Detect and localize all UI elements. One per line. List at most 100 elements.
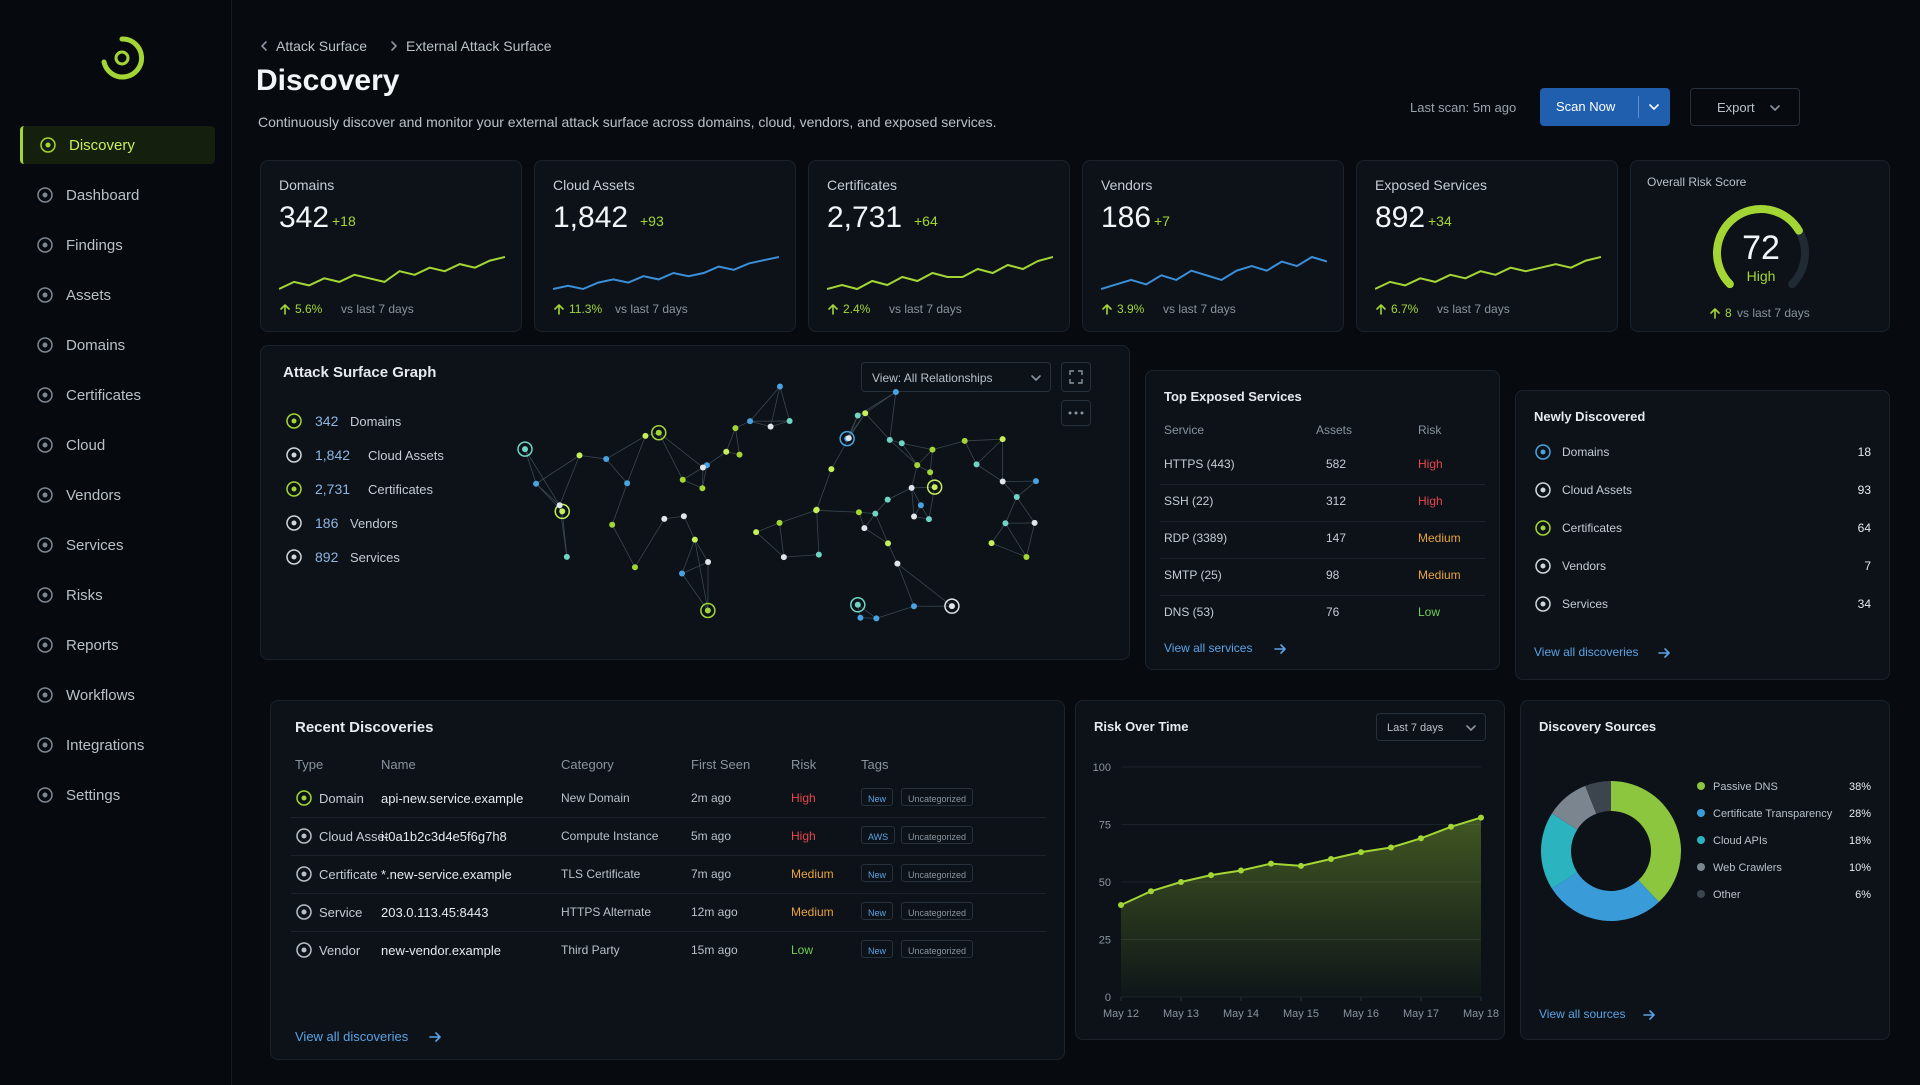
link[interactable]: View all discoveries — [1534, 645, 1694, 661]
nav-item[interactable]: Cloud — [20, 426, 215, 464]
scan-button[interactable]: Scan Now — [1540, 88, 1670, 126]
item-icon — [1535, 558, 1551, 574]
tag: New — [861, 864, 894, 882]
x-tick-label: May 13 — [1163, 1008, 1199, 1020]
link[interactable]: View all sources — [1539, 1007, 1689, 1023]
gauge-number: 72 — [1742, 229, 1780, 267]
network-node — [894, 560, 901, 567]
point — [1298, 862, 1304, 869]
nav-item[interactable]: Vendors — [20, 476, 215, 514]
nav-item[interactable]: Assets — [20, 276, 215, 314]
type: Vendor — [319, 943, 361, 958]
y-tick-label: 100 — [1093, 762, 1111, 774]
kpi-value: 342 — [279, 201, 330, 234]
nav-item[interactable]: Discovery — [20, 126, 215, 164]
icon-path — [1102, 304, 1112, 315]
network-node — [556, 502, 563, 509]
network-node — [931, 484, 938, 491]
icon-path — [280, 304, 290, 315]
kpi-change: 5.6% — [295, 302, 323, 316]
legend-swatch — [1697, 809, 1705, 817]
network-node — [661, 515, 668, 522]
range-select[interactable]: Last 7 days — [1376, 713, 1486, 741]
network-edge — [683, 516, 696, 540]
nav-item[interactable]: Reports — [20, 626, 215, 664]
nav-item[interactable]: Dashboard — [20, 176, 215, 214]
nav-item[interactable]: Integrations — [20, 726, 215, 764]
network-edge — [864, 513, 876, 529]
network-edge — [1002, 481, 1018, 498]
icon-dot — [291, 486, 297, 492]
nav-label: Vendors — [66, 487, 122, 504]
network-node — [1032, 478, 1039, 485]
legend-label: Services — [350, 550, 400, 565]
view-select[interactable]: View: All Relationships — [861, 362, 1051, 392]
network-node — [873, 615, 880, 622]
link[interactable]: View all discoveries — [295, 1029, 455, 1045]
icon-ring — [37, 187, 53, 203]
kpi-change: 6.7% — [1391, 302, 1419, 316]
icon-path — [1643, 1010, 1655, 1020]
network-edge — [606, 435, 646, 460]
network-graph — [517, 383, 1039, 622]
icon-ring — [1535, 520, 1551, 536]
icon-ring — [1535, 482, 1551, 498]
nav-item[interactable]: Services — [20, 526, 215, 564]
gauge-value — [1713, 205, 1803, 289]
network-edge — [626, 435, 646, 484]
network-edge — [749, 386, 781, 422]
point — [1208, 872, 1214, 879]
icon-up — [554, 304, 564, 315]
icon-ring — [296, 828, 312, 844]
tag: AWS — [861, 826, 896, 844]
card-title: Newly Discovered — [1534, 409, 1646, 424]
link[interactable]: View all services — [1164, 641, 1304, 657]
column-header: Assets — [1316, 423, 1353, 437]
network-node — [898, 440, 905, 447]
kpi-period: vs last 7 days — [341, 302, 414, 316]
kpi-value: 2,731 — [827, 201, 903, 234]
item-icon — [286, 447, 302, 463]
icon-dot — [42, 692, 48, 698]
network-node — [999, 478, 1006, 485]
network-edge — [991, 542, 1027, 558]
network-node — [854, 412, 861, 419]
sparkline-line — [1101, 255, 1327, 290]
nav-item[interactable]: Workflows — [20, 676, 215, 714]
icon-ring — [286, 515, 302, 531]
nav-item[interactable]: Domains — [20, 326, 215, 364]
network-edge — [779, 522, 785, 558]
more-button[interactable] — [1061, 400, 1091, 426]
x-tick-label: May 14 — [1223, 1008, 1259, 1020]
nav-item[interactable]: Risks — [20, 576, 215, 614]
legend-label: Vendors — [350, 516, 398, 531]
donut-slice — [1551, 785, 1597, 830]
nav-item[interactable]: Certificates — [20, 376, 215, 414]
category: Third Party — [561, 943, 620, 957]
risk-score-label: Overall Risk Score — [1647, 175, 1747, 189]
network-edge — [976, 464, 1003, 482]
network-edge — [887, 487, 912, 501]
export-button[interactable]: Export — [1690, 88, 1800, 126]
export-label: Export — [1717, 100, 1755, 115]
tag-label: Uncategorized — [908, 946, 967, 956]
network-node — [929, 446, 936, 453]
y-tick-label: 0 — [1105, 992, 1111, 1004]
network-edge — [964, 438, 1003, 442]
network-edge — [664, 515, 684, 520]
legend-label: Domains — [350, 414, 402, 429]
kpi-delta: +7 — [1154, 213, 1170, 229]
nav-item[interactable]: Findings — [20, 226, 215, 264]
network-edge — [816, 509, 820, 555]
kpi-label: Exposed Services — [1375, 177, 1488, 193]
network-node — [884, 496, 891, 503]
icon-dot — [301, 833, 307, 839]
expand-button[interactable] — [1061, 362, 1091, 392]
network-edge — [779, 386, 791, 422]
column-header: Name — [381, 757, 416, 772]
nav-label: Certificates — [66, 387, 142, 404]
item-icon — [296, 828, 312, 844]
icon-ring — [286, 413, 302, 429]
nav-item[interactable]: Settings — [20, 776, 215, 814]
item-label: Cloud Assets — [1562, 483, 1633, 497]
